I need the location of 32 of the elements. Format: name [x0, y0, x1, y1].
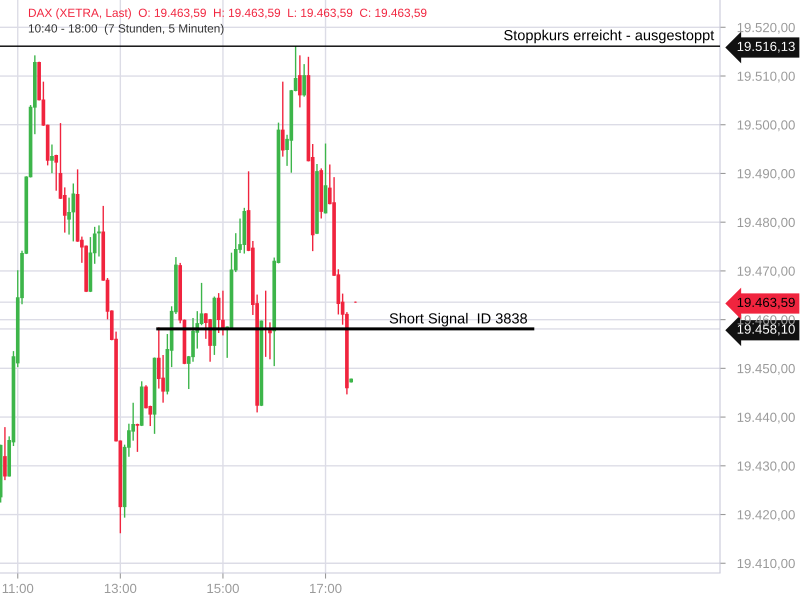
y-tick-label: 19.458,10	[738, 324, 795, 336]
y-tick-label: 19.430,00	[738, 461, 795, 472]
y-tick-label: 19.463,59	[738, 298, 795, 309]
candlestick	[221, 290, 225, 336]
candlestick	[302, 64, 306, 97]
y-tick-label: 19.520,00	[738, 22, 795, 34]
y-tick-label: 19.516,13	[738, 42, 795, 53]
y-tick-label: 19.500,00	[738, 120, 795, 132]
candlestick	[156, 327, 161, 389]
text: DAX (XETRA, Last) O: 19.463,59 H: 19.463,59 L: 19.463,59 C: 19.463,59	[28, 8, 426, 20]
y-tick-label: 19.420,00	[738, 510, 795, 521]
text: 10:40 - 18:00 (7 Stunden, 5 Minuten)	[28, 24, 224, 35]
y-tick-label: 19.470,00	[738, 266, 795, 278]
candlestick	[71, 183, 76, 242]
y-tick-label: 19.490,00	[738, 169, 795, 180]
y-tick-label: 19.440,00	[738, 412, 795, 424]
x-tick-label: 17:00	[310, 584, 342, 594]
candlestick	[136, 424, 140, 452]
candlestick	[298, 55, 302, 108]
ref-line-label: Stoppkurs erreicht - ausgestoppt	[504, 30, 714, 44]
candlestick	[280, 82, 285, 157]
y-tick-label: 19.410,00	[738, 558, 795, 570]
y-tick-label: 19.480,00	[738, 218, 795, 229]
candlestick	[3, 427, 7, 480]
x-tick-label: 11:00	[2, 584, 34, 594]
series-label: Short Signal ID 3838	[390, 312, 528, 326]
y-tick-label: 19.450,00	[738, 364, 795, 375]
x-tick-label: 13:00	[104, 584, 136, 594]
y-tick-label: 19.510,00	[738, 72, 795, 82]
candlestick	[161, 354, 165, 403]
candlestick	[50, 144, 54, 174]
x-tick-label: 15:00	[207, 584, 239, 594]
